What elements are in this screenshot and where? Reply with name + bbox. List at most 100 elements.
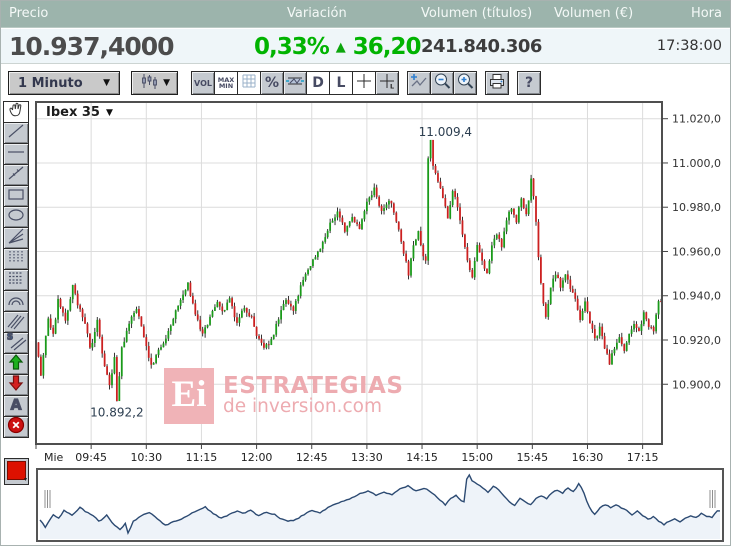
chevron-down-icon: ▼ xyxy=(103,78,110,88)
grid-icon xyxy=(239,71,259,95)
delete-drawings-tool[interactable] xyxy=(3,416,29,438)
svg-text:10.980,0: 10.980,0 xyxy=(672,201,721,214)
std-channel-tool[interactable]: S xyxy=(3,332,29,354)
svg-text:12:00: 12:00 xyxy=(241,451,273,463)
gann-fan-tool[interactable] xyxy=(3,227,29,249)
interval-dropdown[interactable]: 1 Minuto ▼ xyxy=(8,71,120,95)
color-chip xyxy=(7,461,26,480)
main-chart-canvas[interactable]: 11.020,0 11.000,0 10.980,0 10.960,0 10.940,0… xyxy=(34,101,731,463)
vlines-icon xyxy=(4,246,28,272)
horizontal-line-tool[interactable] xyxy=(3,143,29,165)
zigzag-plus-icon xyxy=(409,71,429,95)
add-indicator-button[interactable] xyxy=(407,71,431,95)
chart-type-dropdown[interactable]: ▼ xyxy=(131,71,178,95)
nav-right-handle[interactable] xyxy=(709,490,716,508)
down-arrow-marker-tool[interactable] xyxy=(3,374,29,396)
line-mode-button[interactable]: L xyxy=(329,71,353,95)
chevron-down-icon: ▼ xyxy=(105,107,113,118)
crosshair-tracking-button[interactable]: L xyxy=(375,71,399,95)
percent-scale-button[interactable]: % xyxy=(260,71,284,95)
color-picker-button[interactable]: ▾ xyxy=(4,458,29,485)
nav-left-handle[interactable] xyxy=(44,490,51,508)
quote-time: 17:38:00 xyxy=(656,38,722,54)
max-min-toggle-button[interactable]: MAX MIN xyxy=(214,71,238,95)
svg-text:17:15: 17:15 xyxy=(627,451,659,463)
svg-text:09:45: 09:45 xyxy=(75,451,107,463)
volume-toggle-button[interactable]: VOL xyxy=(191,71,215,95)
svg-text:S: S xyxy=(7,333,13,343)
up-arrow-icon: ▲ xyxy=(335,40,346,55)
zoom-in-icon xyxy=(455,71,475,95)
rect-icon xyxy=(4,183,28,209)
svg-text:10.920,0: 10.920,0 xyxy=(672,334,721,347)
zoom-in-button[interactable] xyxy=(453,71,477,95)
chart-toolbar: 1 Minuto ▼ ▼ VOL MAX MIN% D L L? xyxy=(1,67,730,99)
chevron-down-icon: ▼ xyxy=(163,78,170,88)
range-band-button[interactable] xyxy=(283,71,307,95)
rectangle-tool[interactable] xyxy=(3,185,29,207)
letter-icon: A xyxy=(4,393,28,419)
fan-icon xyxy=(4,225,28,251)
line-icon xyxy=(4,120,28,146)
up-arrow-marker-tool[interactable] xyxy=(3,353,29,375)
svg-text:12:45: 12:45 xyxy=(296,451,328,463)
delete-x-icon xyxy=(4,414,28,440)
svg-text:10.900,0: 10.900,0 xyxy=(672,378,721,391)
svg-text:11.020,0: 11.020,0 xyxy=(672,113,721,126)
navigator-panel[interactable] xyxy=(36,468,724,542)
zoom-out-icon xyxy=(432,71,452,95)
print-button[interactable] xyxy=(485,71,509,95)
svg-text:Mie: Mie xyxy=(44,451,64,463)
regression-line-tool[interactable] xyxy=(3,164,29,186)
printer-icon xyxy=(487,71,507,95)
svg-text:14:15: 14:15 xyxy=(406,451,438,463)
quote-header: Precio Variación Volumen (títulos) Volum… xyxy=(1,1,730,28)
fibonacci-retracements-tool[interactable] xyxy=(3,269,29,291)
change-absolute: 36,20 xyxy=(352,33,422,60)
candlestick-icon xyxy=(139,71,160,95)
change-percent: 0,33% xyxy=(254,33,330,60)
hlines-icon xyxy=(4,267,28,293)
interval-label: 1 Minuto xyxy=(18,75,83,91)
grid-toggle-button[interactable] xyxy=(237,71,261,95)
speed-lines-tool[interactable] xyxy=(3,311,29,333)
svg-text:10.960,0: 10.960,0 xyxy=(672,245,721,258)
svg-text:10.940,0: 10.940,0 xyxy=(672,290,721,303)
navigator-canvas[interactable] xyxy=(38,470,722,540)
hline-icon xyxy=(4,141,28,167)
svg-text:13:30: 13:30 xyxy=(351,451,383,463)
fibonacci-time-zones-tool[interactable] xyxy=(3,248,29,270)
svg-text:15:00: 15:00 xyxy=(461,451,493,463)
schannel-icon: S xyxy=(4,330,28,356)
col-label-precio: Precio xyxy=(9,6,49,21)
col-label-variacion: Variación xyxy=(287,6,347,21)
ellipse-tool[interactable] xyxy=(3,206,29,228)
last-price: 10.937,4000 xyxy=(9,32,175,61)
symbol-selector[interactable]: Ibex 35 ▼ xyxy=(46,105,113,120)
svg-text:10:30: 10:30 xyxy=(130,451,162,463)
ellipse-icon xyxy=(4,204,28,230)
col-label-hora: Hora xyxy=(690,6,722,21)
svg-text:L: L xyxy=(390,83,394,91)
svg-text:A: A xyxy=(11,398,22,414)
crosshair-button[interactable] xyxy=(352,71,376,95)
cross-icon xyxy=(354,71,374,95)
svg-text:11:15: 11:15 xyxy=(186,451,218,463)
cross-l-icon: L xyxy=(377,71,397,95)
col-label-volumen-titulos: Volumen (títulos) xyxy=(421,6,533,21)
zoom-out-button[interactable] xyxy=(430,71,454,95)
help-button[interactable]: ? xyxy=(517,71,541,95)
text-annotation-tool[interactable]: A xyxy=(3,395,29,417)
svg-text:16:30: 16:30 xyxy=(572,451,604,463)
trend-line-tool[interactable] xyxy=(3,122,29,144)
svg-text:15:45: 15:45 xyxy=(516,451,548,463)
day-mode-button[interactable]: D xyxy=(306,71,330,95)
svg-text:11.000,0: 11.000,0 xyxy=(672,157,721,170)
quote-values-row: 10.937,4000 0,33% ▲ 36,20 241.840.306 17… xyxy=(1,29,730,64)
toolbar-buttons: VOL MAX MIN% D L L? xyxy=(191,71,541,95)
symbol-label: Ibex 35 xyxy=(46,105,100,120)
fibonacci-arcs-tool[interactable] xyxy=(3,290,29,312)
pan-hand-tool[interactable] xyxy=(3,101,29,123)
up-arrow-icon xyxy=(4,351,28,377)
